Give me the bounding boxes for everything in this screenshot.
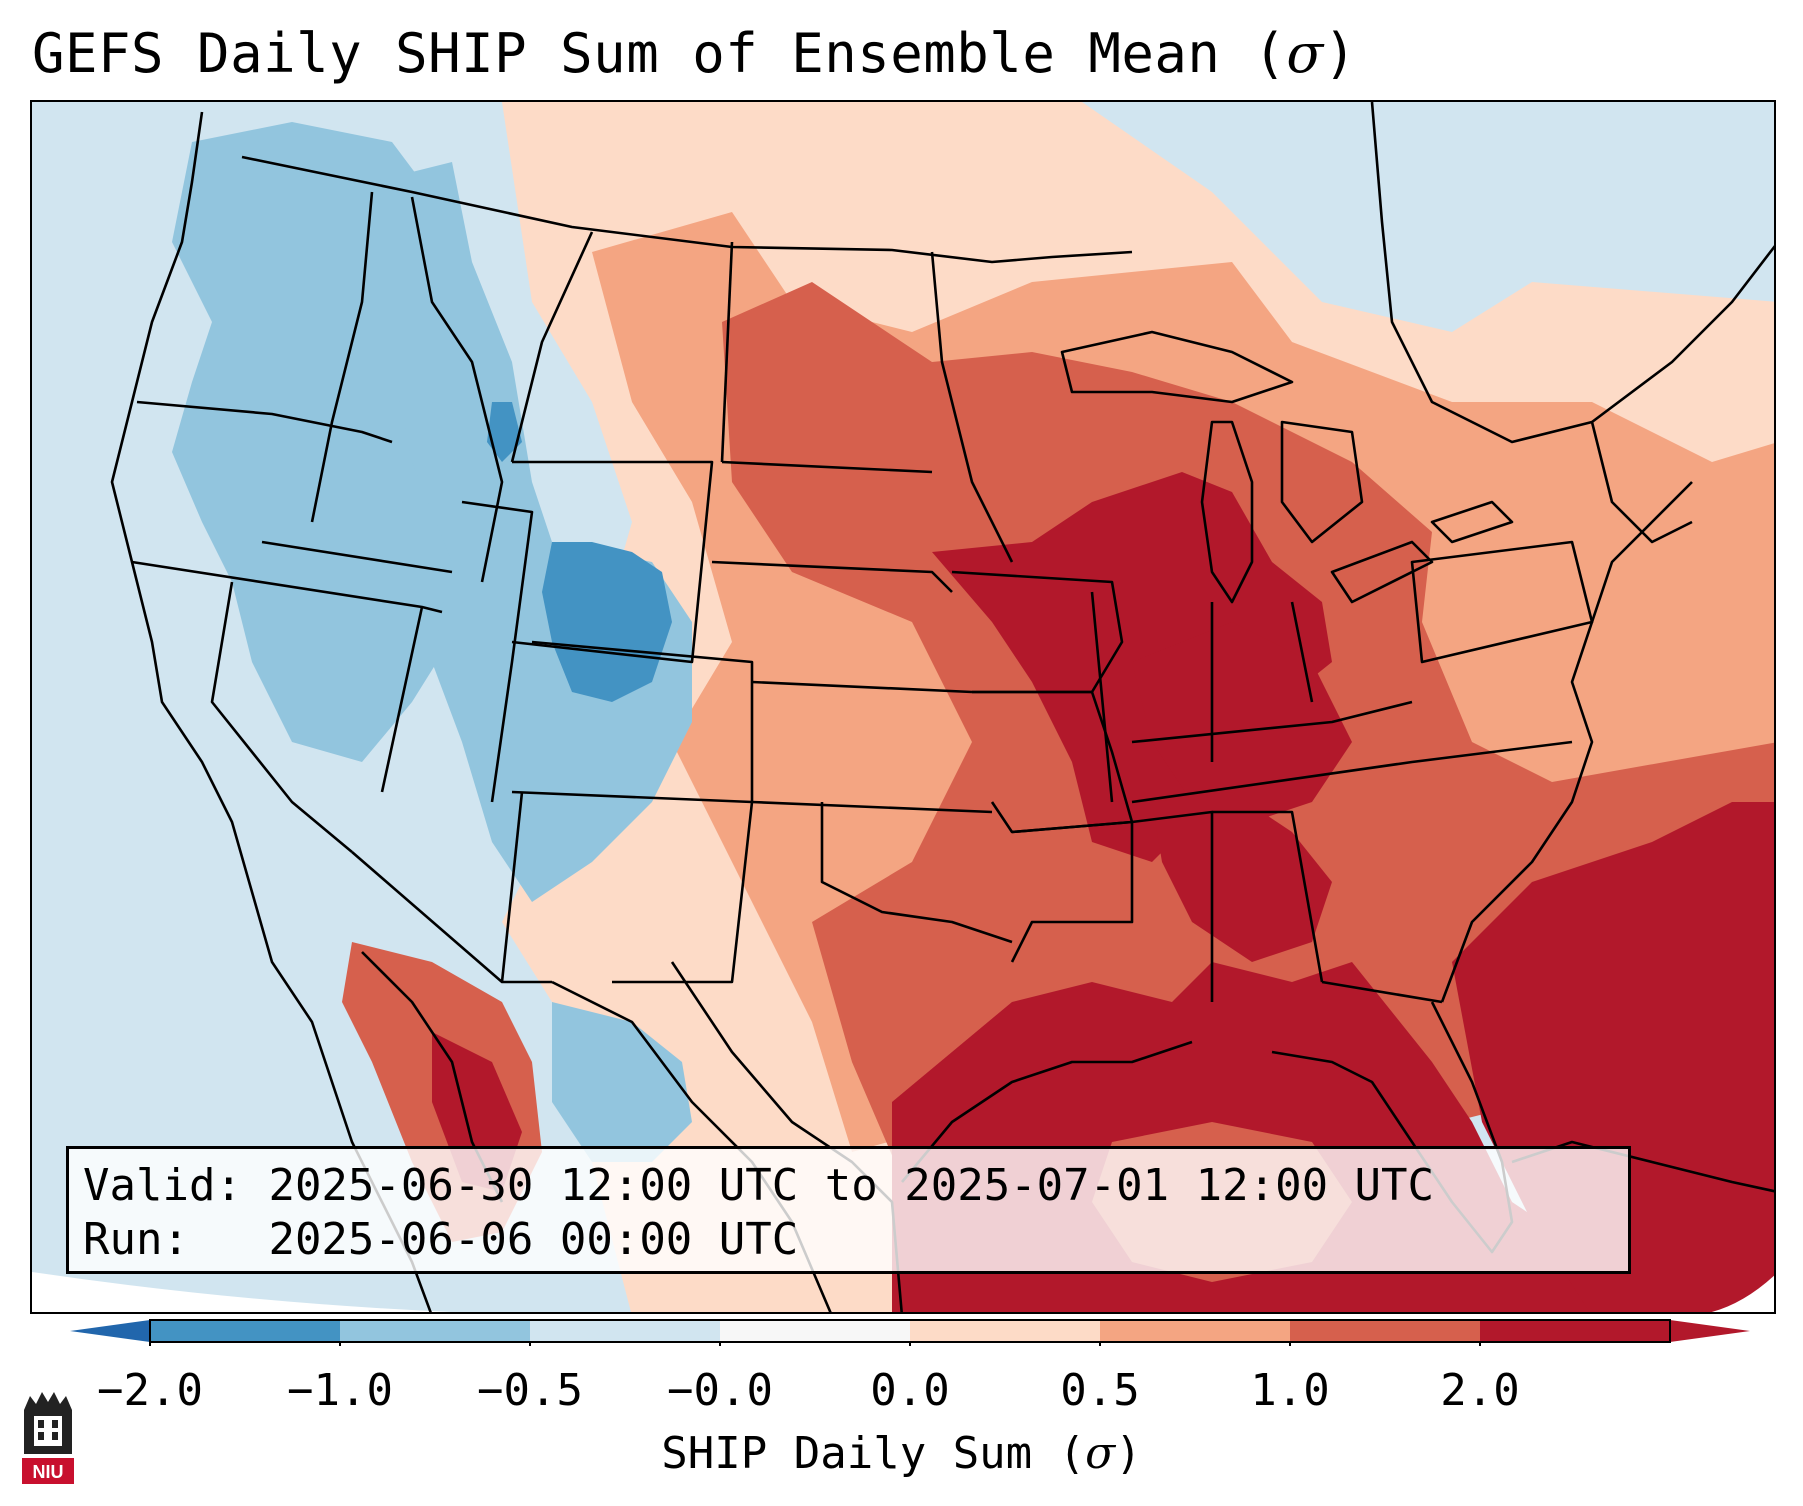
- chart-title: GEFS Daily SHIP Sum of Ensemble Mean (σ): [32, 22, 1357, 85]
- colorbar-tick-label: −2.0: [97, 1365, 203, 1416]
- colorbar-tick-label: −0.5: [477, 1365, 583, 1416]
- map-panel: [30, 100, 1776, 1314]
- run-line: Run: 2025-06-06 00:00 UTC: [83, 1213, 1614, 1267]
- map-outer-corner: [32, 1272, 452, 1312]
- run-value: 2025-06-06 00:00 UTC: [268, 1214, 799, 1265]
- niu-logo: NIU: [22, 1392, 74, 1484]
- map-canvas: [32, 102, 1774, 1312]
- validity-info-box: Valid: 2025-06-30 12:00 UTC to 2025-07-0…: [66, 1146, 1631, 1274]
- colorbar-extend-low: [70, 1320, 150, 1342]
- colorbar-segment: [340, 1320, 531, 1342]
- field-blue-idaho: [372, 162, 692, 902]
- field-blue-mexico-central: [552, 1002, 692, 1162]
- region-upper-midwest: [932, 472, 1332, 862]
- colorbar-segments: [150, 1320, 1671, 1342]
- colorbar-tick-label: 2.0: [1440, 1365, 1520, 1416]
- colorbar-label: SHIP Daily Sum (σ): [661, 1428, 1142, 1479]
- us-canada-border: [241, 155, 1133, 264]
- valid-value: 2025-06-30 12:00 UTC to 2025-07-01 12:00…: [268, 1160, 1435, 1211]
- colorbar: [70, 1319, 1750, 1346]
- colorbar-segment: [720, 1320, 911, 1342]
- colorbar-tick-label: 0.5: [1060, 1365, 1140, 1416]
- colorbar-tick-label: −0.0: [667, 1365, 773, 1416]
- field-blue-wyoming-spot: [487, 402, 522, 462]
- colorbar-segment: [150, 1320, 341, 1342]
- colorbar-tick-label: −1.0: [287, 1365, 393, 1416]
- valid-label: Valid:: [83, 1160, 242, 1211]
- colorbar-segment: [530, 1320, 721, 1342]
- valid-line: Valid: 2025-06-30 12:00 UTC to 2025-07-0…: [83, 1159, 1614, 1213]
- lake-superior: [1060, 330, 1294, 404]
- lake-ontario: [1430, 500, 1514, 544]
- region-ohio-valley: [1132, 622, 1352, 822]
- west-coast: [110, 111, 432, 1312]
- colorbar-segment: [910, 1320, 1101, 1342]
- lake-huron: [1280, 420, 1364, 544]
- colorbar-segment: [1100, 1320, 1291, 1342]
- colorbar-tick-label: 0.0: [870, 1365, 950, 1416]
- colorbar-tick-label: 1.0: [1250, 1365, 1330, 1416]
- run-label: Run:: [83, 1214, 242, 1265]
- colorbar-segment: [1480, 1320, 1671, 1342]
- colorbar-extend-high: [1670, 1320, 1750, 1342]
- lake-erie: [1330, 540, 1434, 604]
- lake-michigan: [1200, 420, 1254, 604]
- map-outer-corner-right: [1711, 1275, 1774, 1312]
- field-red-tennessee: [1152, 792, 1332, 962]
- region-colorado: [542, 542, 672, 702]
- colorbar-segment: [1290, 1320, 1481, 1342]
- colorbar-tick-marks: [149, 1342, 1481, 1346]
- logo-text: NIU: [33, 1462, 64, 1482]
